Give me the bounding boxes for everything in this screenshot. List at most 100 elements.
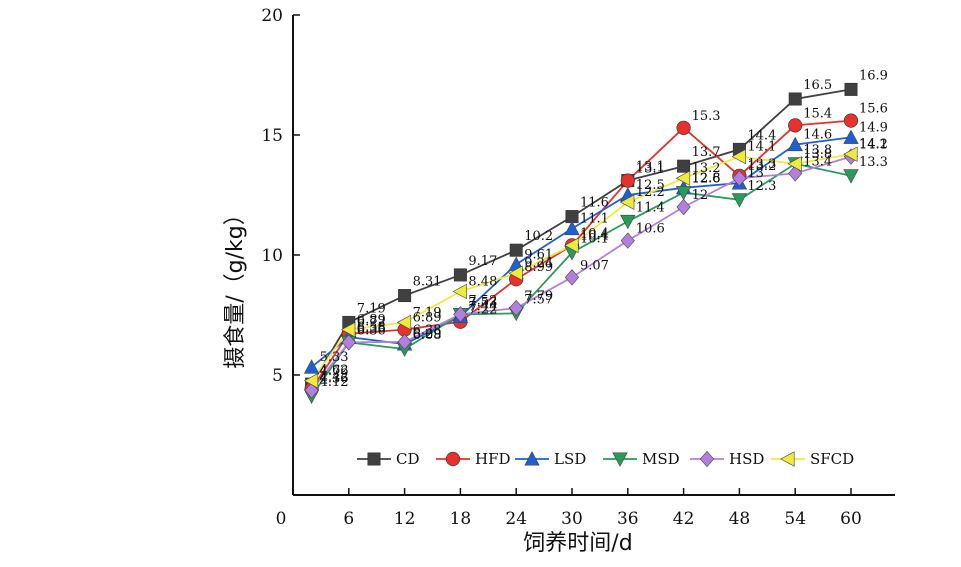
data-point-sfcd bbox=[452, 283, 467, 300]
data-point-msd bbox=[843, 169, 859, 184]
data-point-sfcd bbox=[303, 373, 319, 389]
data-point-cd bbox=[844, 82, 858, 96]
data-label-hsd: 4.36 bbox=[320, 371, 349, 386]
y-tick-label: 20 bbox=[261, 6, 283, 26]
data-point-msd bbox=[620, 214, 636, 230]
data-label-sfcd: 13.2 bbox=[692, 161, 721, 176]
x-tick-label: 48 bbox=[729, 509, 751, 529]
data-label-msd: 11.4 bbox=[636, 200, 665, 215]
data-label-hfd: 7.22 bbox=[468, 303, 497, 318]
data-label-hfd: 10.4 bbox=[580, 226, 609, 241]
data-labels: 4.62 7.19 8.31 9.17 10.2 11.6 13.1 13.7 14.4 16.5… bbox=[320, 68, 888, 390]
data-label-hsd: 12 bbox=[692, 188, 709, 203]
data-label-msd: 7.57 bbox=[524, 292, 553, 307]
data-label-hfd: 4.42 bbox=[320, 370, 349, 385]
data-point-hsd bbox=[732, 170, 747, 187]
legend-label-cd: CD bbox=[396, 450, 420, 468]
data-point-sfcd bbox=[619, 194, 635, 210]
data-label-sfcd: 8.48 bbox=[468, 274, 497, 289]
data-point-sfcd bbox=[340, 321, 356, 338]
data-point-hsd bbox=[564, 269, 580, 286]
data-label-cd: 4.62 bbox=[320, 363, 349, 378]
legend: CD HFD LSD MSD HSD SFCD bbox=[357, 450, 854, 468]
legend-marker-cd bbox=[367, 452, 381, 466]
data-point-hfd bbox=[620, 173, 635, 188]
x-tick-label: 18 bbox=[450, 509, 472, 529]
data-label-sfcd: 12.2 bbox=[636, 185, 665, 200]
data-label-hfd: 15.3 bbox=[692, 109, 721, 124]
data-point-sfcd bbox=[675, 170, 691, 186]
x-tick-label: 54 bbox=[784, 509, 806, 529]
data-point-lsd bbox=[564, 220, 580, 236]
data-label-hsd: 10.6 bbox=[636, 222, 665, 237]
data-label-hsd: 9.07 bbox=[580, 258, 609, 273]
data-point-lsd bbox=[787, 136, 803, 152]
data-label-msd: 13.8 bbox=[803, 143, 832, 158]
data-label-sfcd: 13.8 bbox=[803, 147, 832, 162]
legend-label-msd: MSD bbox=[642, 450, 680, 468]
data-label-hfd: 13.3 bbox=[747, 157, 776, 172]
data-point-hsd bbox=[509, 299, 524, 317]
data-point-cd bbox=[398, 289, 412, 303]
x-tick-label: 42 bbox=[673, 509, 695, 529]
data-label-cd: 13.7 bbox=[692, 145, 721, 160]
data-point-hsd bbox=[788, 165, 803, 182]
data-label-hsd: 13.4 bbox=[803, 154, 832, 169]
data-label-cd: 10.2 bbox=[524, 229, 553, 244]
data-point-lsd bbox=[843, 129, 859, 144]
data-point-sfcd bbox=[396, 314, 412, 331]
data-point-cd bbox=[788, 92, 802, 106]
x-tick-label: 6 bbox=[343, 509, 354, 529]
data-label-lsd: 7.44 bbox=[468, 299, 497, 314]
axes: 5 10 15 20 0 6 12 18 24 30 36 42 48 54 60 bbox=[261, 6, 895, 529]
legend-label-sfcd: SFCD bbox=[810, 450, 854, 468]
legend-marker-hfd bbox=[445, 451, 461, 467]
data-label-msd: 13.3 bbox=[859, 155, 888, 170]
data-label-msd: 12.6 bbox=[692, 172, 721, 187]
y-tick-label: 5 bbox=[272, 366, 283, 386]
legend-label-hsd: HSD bbox=[729, 450, 764, 468]
data-label-msd: 10.1 bbox=[580, 232, 609, 247]
data-point-sfcd bbox=[731, 148, 746, 165]
data-label-lsd: 6.29 bbox=[413, 327, 442, 342]
data-label-cd: 11.6 bbox=[580, 196, 609, 211]
data-label-cd: 16.5 bbox=[803, 78, 832, 93]
data-point-sfcd bbox=[843, 146, 858, 162]
x-tick-label: 36 bbox=[617, 509, 639, 529]
data-label-lsd: 12.8 bbox=[692, 171, 721, 186]
data-point-msd bbox=[675, 186, 692, 201]
x-tick-label: 60 bbox=[840, 509, 862, 529]
data-label-cd: 8.31 bbox=[413, 275, 442, 290]
y-axis-label: 摄食量/（g/kg） bbox=[223, 203, 248, 369]
data-label-cd: 13.1 bbox=[636, 160, 665, 175]
data-label-lsd: 6.58 bbox=[357, 320, 386, 335]
data-point-hfd bbox=[843, 113, 859, 128]
data-label-hsd: 6.38 bbox=[413, 323, 442, 338]
data-point-lsd bbox=[303, 359, 320, 374]
data-label-cd: 14.4 bbox=[747, 128, 776, 143]
data-label-sfcd: 10.4 bbox=[580, 228, 609, 243]
data-point-hsd bbox=[453, 306, 468, 323]
data-label-sfcd: 9.24 bbox=[524, 256, 553, 271]
data-point-sfcd bbox=[787, 156, 802, 172]
y-tick-label: 10 bbox=[261, 246, 283, 266]
legend-marker-msd bbox=[612, 452, 628, 467]
data-label-lsd: 11.1 bbox=[580, 212, 609, 227]
data-label-hsd: 7.79 bbox=[524, 289, 553, 304]
series-markers bbox=[303, 82, 859, 404]
legend-label-lsd: LSD bbox=[554, 450, 586, 468]
data-label-hfd: 15.6 bbox=[859, 102, 888, 117]
data-point-hsd bbox=[676, 198, 691, 216]
y-tick-label: 15 bbox=[261, 126, 283, 146]
data-label-cd: 16.9 bbox=[859, 68, 888, 83]
data-point-hfd bbox=[676, 120, 691, 135]
data-point-sfcd bbox=[564, 237, 579, 254]
data-point-hsd bbox=[620, 232, 635, 249]
data-label-msd: 4.12 bbox=[320, 375, 349, 390]
x-axis-label: 饲养时间/d bbox=[523, 531, 632, 556]
data-label-hfd: 13.1 bbox=[636, 162, 665, 177]
data-label-cd: 9.17 bbox=[468, 254, 497, 269]
data-label-msd: 12.3 bbox=[747, 179, 776, 194]
data-point-cd bbox=[453, 268, 467, 282]
data-label-msd: 6.08 bbox=[413, 328, 442, 343]
